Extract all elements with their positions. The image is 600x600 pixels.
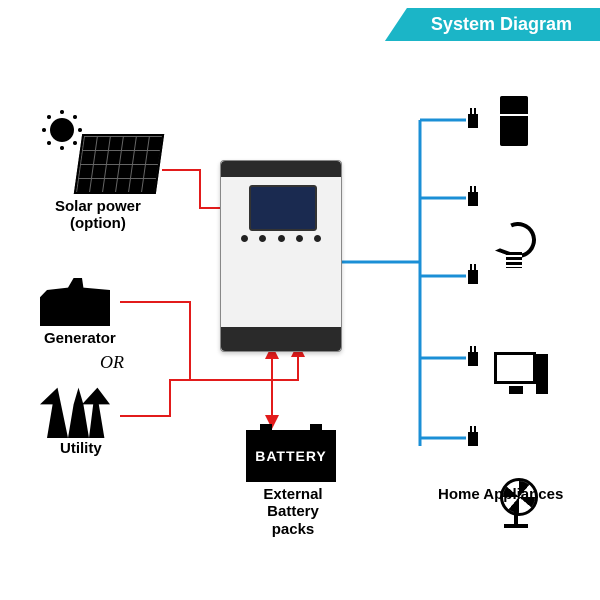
battery-icon: BATTERY [246,430,336,482]
plug-icon [468,270,478,284]
inverter-device [220,160,342,352]
plug-icon [468,432,478,446]
title-banner: System Diagram [385,8,600,41]
inverter-screen-icon [249,185,317,231]
battery-text: BATTERY [255,448,327,464]
node-solar: Solar power (option) [55,198,141,233]
generator-icon [40,278,110,326]
node-battery: External Battery packs [248,486,338,538]
generator-label: Generator [44,330,116,347]
sun-icon [50,118,74,142]
solar-label: Solar power (option) [55,198,141,233]
battery-label: External Battery packs [248,486,338,538]
solar-panel-icon [74,134,164,194]
node-appliances: Home Appliances [438,486,563,503]
plug-icon [468,352,478,366]
or-label: OR [100,352,124,373]
utility-label: Utility [60,440,102,457]
node-generator: Generator [44,330,116,347]
plug-icon [468,114,478,128]
plug-icon [468,192,478,206]
node-utility: Utility [60,440,102,457]
bulb-icon [494,218,534,268]
monitor-icon [494,352,538,398]
title-text: System Diagram [431,14,572,34]
appliances-label: Home Appliances [438,486,563,503]
fridge-icon [500,96,528,146]
utility-icon [40,382,110,438]
